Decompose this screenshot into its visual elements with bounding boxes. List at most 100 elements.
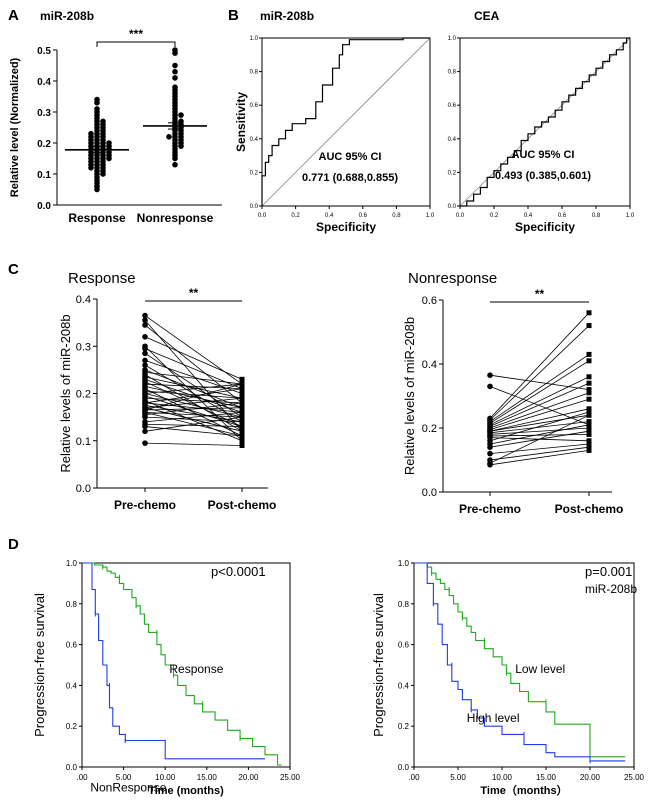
chart-a-y-tick-label: 0.5 <box>37 46 51 57</box>
chart-c1-pair-line <box>144 416 243 432</box>
chart-b2-y-tick-label: 0.0 <box>448 204 457 210</box>
chart-d1-p-value: p<0.0001 <box>211 564 266 579</box>
chart-b1-y-tick-label: 0.6 <box>250 103 259 109</box>
chart-c1-pair-line <box>144 336 243 380</box>
chart-c1-y-label: Relative levels of miR-208b <box>58 314 73 472</box>
chart-c1-post-point <box>239 409 245 415</box>
chart-c2-post-point <box>586 310 592 316</box>
chart-c2-post-point <box>586 409 592 415</box>
chart-c1-y-tick-label: 0.2 <box>76 389 91 401</box>
chart-c1-pair-line <box>144 324 243 404</box>
chart-c1-pre-point <box>142 345 148 352</box>
chart-b2-x-tick-label: 1.0 <box>626 213 635 219</box>
chart-a-y-tick-label: 0.0 <box>37 201 51 212</box>
chart-d1-survival-curve <box>82 562 282 766</box>
chart-b1-auc-value: 0.771 (0.688,0.855) <box>302 172 398 184</box>
chart-d2-x-tick-label: .00 <box>408 773 420 782</box>
chart-c2-pair-line <box>489 443 590 454</box>
chart-d2-x-tick-label: 10.00 <box>492 773 513 782</box>
chart-c1-post-point <box>239 433 245 439</box>
chart-d1-y-tick-label: 0.2 <box>66 722 78 731</box>
chart-c2-pre-point <box>487 462 493 468</box>
chart-c2-post-point <box>586 431 592 437</box>
chart-b2-x-tick-label: 0.2 <box>490 213 499 219</box>
chart-c2-post-point <box>586 412 592 418</box>
chart-a-data-point <box>172 155 178 162</box>
chart-d2-frame <box>413 562 635 768</box>
chart-d1-x-tick-label: 25.00 <box>280 773 301 782</box>
chart-c1-post-point <box>239 419 245 425</box>
chart-b2-x-tick-label: 0.4 <box>524 213 533 219</box>
chart-b1-y-tick-label: 0.8 <box>250 70 259 76</box>
chart-c2-pair-line <box>489 360 590 424</box>
chart-c2-post-point <box>586 380 592 386</box>
chart-c2-post-point <box>586 406 592 412</box>
chart-c1-post-point <box>239 381 245 387</box>
chart-c1-post-point <box>239 395 245 401</box>
chart-d1-y-tick-label: 0.6 <box>66 641 78 650</box>
chart-d1-series-label: NonResponse <box>90 780 166 794</box>
panel-letter-b: B <box>228 7 239 24</box>
chart-c2-pair-line <box>489 414 590 464</box>
chart-d2-y-tick-label: 1.0 <box>398 559 410 568</box>
chart-c2-pair-line <box>489 446 590 461</box>
chart-a-category-label: Response <box>68 211 126 225</box>
chart-d2-series-label: Low level <box>515 662 565 676</box>
chart-c1-post-point <box>239 414 245 420</box>
chart-c2-post-point <box>586 438 592 444</box>
chart-c2-pre-point <box>487 372 493 379</box>
chart-d2-y-tick-label: 0.4 <box>398 681 410 690</box>
chart-c1-post-point <box>239 428 245 434</box>
chart-c2-pair-line <box>489 414 590 432</box>
chart-c1-pair-line <box>144 402 243 416</box>
chart-d1-y-tick-label: 0.0 <box>66 763 78 772</box>
chart-c2-post-point <box>586 422 592 428</box>
chart-c2-pair-line <box>489 382 590 427</box>
chart-c1-category-label: Pre-chemo <box>114 498 176 512</box>
chart-d1-x-label: Time (months) <box>148 785 224 797</box>
chart-c2-post-point <box>586 387 592 393</box>
chart-c2-pair-line <box>489 408 590 432</box>
chart-a-data-point <box>172 50 178 56</box>
chart-b1-roc-curve <box>261 37 430 206</box>
chart-c1-post-point <box>239 376 245 382</box>
chart-c2-post-point <box>586 351 592 357</box>
chart-c2-pair-line <box>489 376 590 426</box>
chart-b1-y-tick-label: 0.0 <box>250 204 259 210</box>
chart-c1-pair-line <box>144 397 243 404</box>
chart-c2-category-label: Post-chemo <box>555 502 624 516</box>
chart-d1-frame <box>81 562 291 768</box>
chart-a-significance: *** <box>129 27 143 41</box>
chart-d2-y-tick-label: 0.8 <box>398 600 410 609</box>
chart-d1-y-tick-label: 0.4 <box>66 681 78 690</box>
chart-c1-pair-line <box>144 388 243 404</box>
chart-c2-post-point <box>586 358 592 364</box>
chart-a-data-point <box>172 62 178 69</box>
chart-a-y-tick-label: 0.3 <box>37 108 51 119</box>
chart-d2-series-label: High level <box>467 711 520 725</box>
chart-b2-auc-value: 0.493 (0.385,0.601) <box>495 170 591 182</box>
chart-c2-post-point <box>586 425 592 431</box>
chart-a-data-point <box>94 186 100 193</box>
chart-c1-post-point <box>239 405 245 411</box>
chart-b2-y-tick-label: 1.0 <box>448 36 457 42</box>
panel-letter-a: A <box>8 7 19 24</box>
chart-b1-y-tick-label: 0.4 <box>250 137 259 143</box>
chart-c1-post-point <box>239 438 245 444</box>
chart-c2-post-point <box>586 441 592 447</box>
chart-c2-pre-point <box>487 383 493 390</box>
chart-a-data-point <box>106 155 112 162</box>
chart-a-data-point <box>178 143 184 149</box>
chart-a-data-point <box>100 171 106 177</box>
chart-c2-post-point <box>586 444 592 450</box>
chart-c1-post-point <box>239 442 245 448</box>
chart-c2-pair-line <box>489 398 590 430</box>
chart-b1-frame <box>261 37 431 207</box>
chart-a-data-point <box>178 112 184 118</box>
chart-b2-y-tick-label: 0.2 <box>448 170 457 176</box>
chart-c2-category-label: Pre-chemo <box>459 502 521 516</box>
chart-c2-pair-line <box>489 424 590 445</box>
chart-a-title: miR-208b <box>40 9 94 23</box>
chart-c1-significance: ** <box>189 286 199 300</box>
